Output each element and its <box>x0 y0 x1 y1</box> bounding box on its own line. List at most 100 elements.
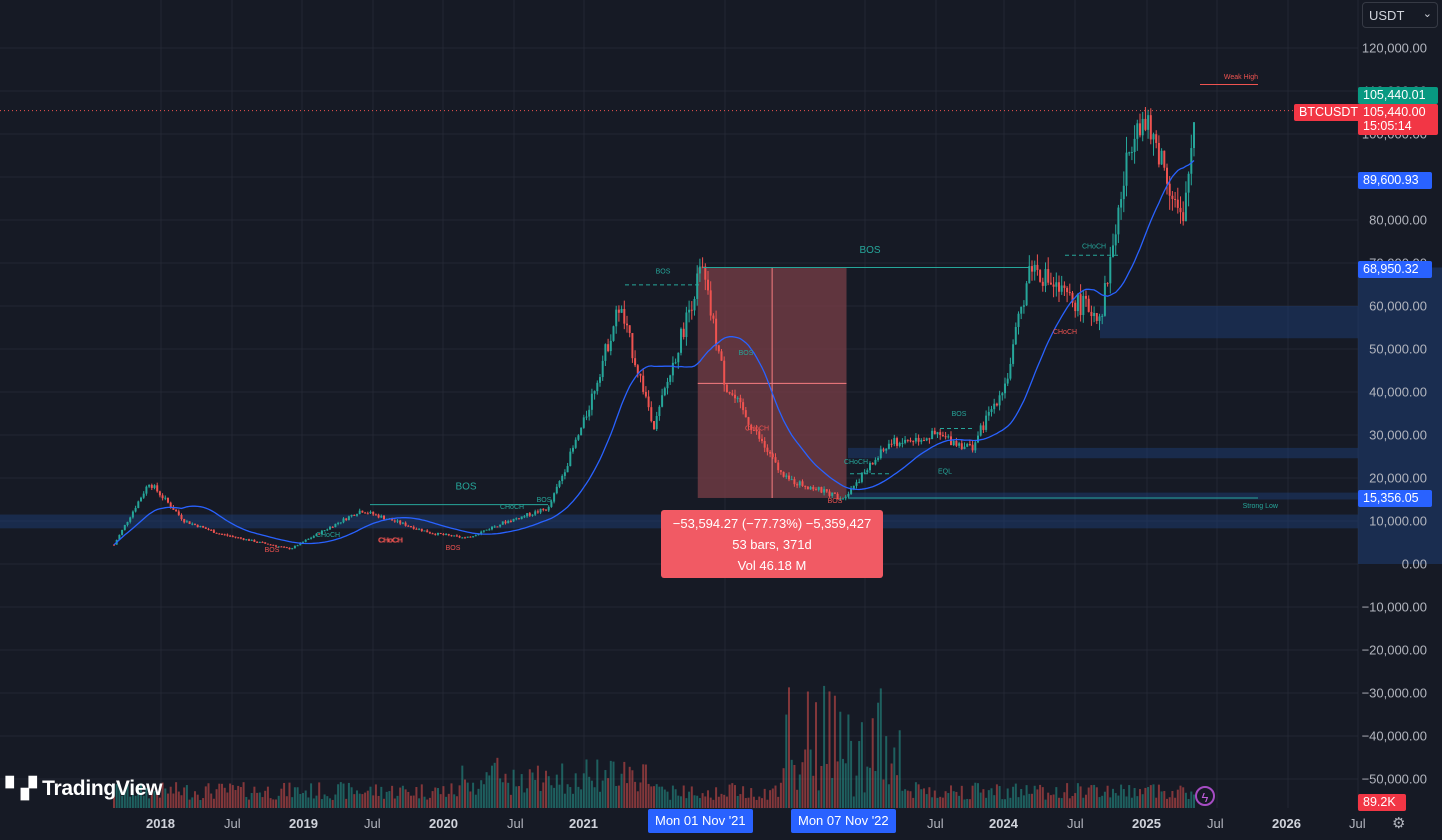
price-label: 20,000.00 <box>1369 471 1427 486</box>
volume-bar <box>472 782 475 808</box>
volume-bar <box>366 790 369 808</box>
candle-body <box>426 530 429 533</box>
candle-body <box>1182 212 1185 222</box>
candle-body <box>985 415 988 430</box>
volume-bar <box>817 790 820 808</box>
volume-bar <box>1171 791 1174 808</box>
candle-body <box>904 439 907 443</box>
volume-bar <box>218 783 221 808</box>
candle-body <box>474 535 477 537</box>
candle-body <box>148 484 151 487</box>
symbol-tag: BTCUSDT <box>1294 104 1364 121</box>
candle-body <box>545 509 547 511</box>
volume-bar <box>993 795 996 808</box>
volume-bar <box>212 798 215 808</box>
candle-body <box>914 437 917 442</box>
volume-bar <box>485 772 488 808</box>
volume-bar <box>731 783 734 808</box>
volume-bar <box>553 787 556 808</box>
volume-bar <box>345 798 348 808</box>
volume-bar <box>1079 786 1082 808</box>
volume-bar <box>450 783 453 808</box>
volume-bar <box>515 786 518 808</box>
volume-bar <box>734 785 736 808</box>
candle-body <box>480 531 483 535</box>
volume-bar <box>874 771 877 808</box>
volume-bar <box>183 787 186 808</box>
candle-body <box>952 440 955 446</box>
volume-bar <box>547 776 550 808</box>
volume-bar <box>960 785 963 808</box>
volume-bar <box>769 790 772 808</box>
volume-bar <box>1125 796 1128 808</box>
structure-label: BOS <box>265 547 280 554</box>
volume-bar <box>941 797 944 808</box>
structure-label: BOS <box>446 545 461 552</box>
volume-bar <box>1109 797 1112 808</box>
volume-bar <box>555 774 558 808</box>
gear-icon[interactable]: ⚙ <box>1392 815 1406 832</box>
candle-body <box>987 411 990 416</box>
volume-bar <box>169 786 172 808</box>
candle-body <box>863 472 866 474</box>
structure-label: CHoCH <box>1082 243 1106 250</box>
candle-body <box>1098 316 1101 321</box>
volume-bar <box>1176 789 1179 808</box>
candle-body <box>526 513 529 517</box>
volume-bar <box>661 786 664 808</box>
volume-bar <box>383 798 385 808</box>
structure-label: CHoCH <box>745 426 769 433</box>
candle-body <box>858 481 861 483</box>
volume-bar <box>869 767 871 808</box>
candle-body <box>366 513 369 515</box>
candle-body <box>250 539 253 541</box>
candle-body <box>669 375 672 382</box>
volume-bar <box>229 783 232 808</box>
lightning-icon[interactable]: ϟ <box>1195 786 1215 806</box>
candle-body <box>671 362 674 376</box>
volume-bar <box>1090 785 1093 808</box>
tradingview-logo[interactable]: ▘▞ TradingView <box>6 776 162 801</box>
volume-bar <box>914 782 917 808</box>
candle-body <box>161 495 164 499</box>
volume-bar <box>137 786 140 808</box>
volume-bar <box>175 782 178 808</box>
volume-bar <box>828 691 831 808</box>
volume-bar <box>825 763 828 808</box>
candle-body <box>423 530 426 532</box>
candle-body <box>1074 302 1077 312</box>
volume-bar <box>785 714 788 808</box>
candle-body <box>736 397 739 399</box>
volume-bar <box>248 799 250 808</box>
volume-bar <box>113 795 115 808</box>
volume-bar <box>917 784 920 808</box>
volume-bar <box>221 783 223 808</box>
candle-body <box>277 546 280 548</box>
volume-bar <box>1184 792 1187 808</box>
volume-bar <box>671 785 674 808</box>
volume-bar <box>839 711 842 808</box>
candle-body <box>1152 134 1155 140</box>
volume-bar <box>609 760 612 808</box>
candle-body <box>785 475 788 477</box>
volume-bar <box>523 792 526 808</box>
volume-bar <box>239 787 242 808</box>
volume-bar <box>434 787 437 808</box>
volume-bar <box>1122 789 1125 808</box>
candle-body <box>596 382 599 392</box>
candle-body <box>847 493 850 497</box>
candle-body <box>766 447 769 452</box>
volume-bar <box>582 773 585 808</box>
time-label: 2020 <box>429 816 458 831</box>
candle-body <box>634 358 637 366</box>
volume-bar <box>593 787 596 808</box>
candle-body <box>164 497 167 499</box>
volume-bar <box>925 794 928 808</box>
currency-dropdown[interactable]: USDT ⌄ <box>1362 2 1438 28</box>
volume-bar <box>977 783 979 808</box>
candle-body <box>1141 118 1144 136</box>
measurement-tooltip: −53,594.27 (−77.73%) −5,359,427 53 bars,… <box>661 510 883 578</box>
candle-body <box>412 526 415 529</box>
volume-bar <box>455 796 458 808</box>
